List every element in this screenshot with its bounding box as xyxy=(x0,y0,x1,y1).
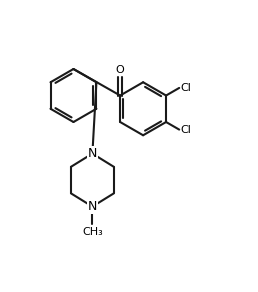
Text: CH₃: CH₃ xyxy=(82,227,103,237)
Text: N: N xyxy=(88,200,97,213)
Text: Cl: Cl xyxy=(180,125,191,135)
Text: N: N xyxy=(88,147,97,160)
Text: O: O xyxy=(116,65,125,75)
Text: Cl: Cl xyxy=(180,83,191,93)
